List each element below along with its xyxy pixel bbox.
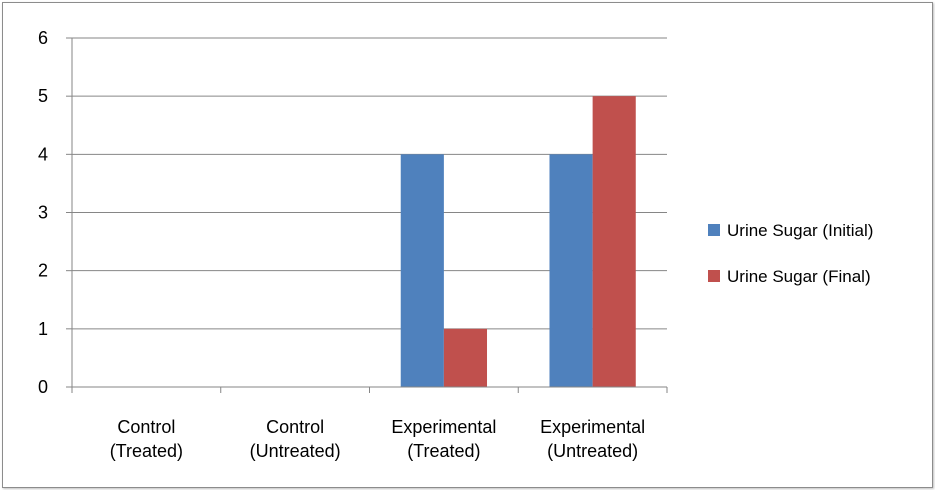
axes bbox=[66, 37, 668, 393]
y-tick-label: 4 bbox=[38, 144, 48, 164]
bar-final bbox=[592, 96, 636, 388]
y-tick-label: 1 bbox=[38, 319, 48, 339]
x-category-label: Experimental bbox=[540, 417, 645, 437]
bars bbox=[400, 96, 636, 388]
y-tick-label: 0 bbox=[38, 377, 48, 397]
x-category-label: Experimental bbox=[391, 417, 496, 437]
bar-initial bbox=[549, 154, 593, 387]
legend-swatch bbox=[708, 270, 720, 282]
y-tick-label: 3 bbox=[38, 203, 48, 223]
x-category-label: (Untreated) bbox=[547, 441, 638, 461]
y-tick-label: 2 bbox=[38, 261, 48, 281]
x-axis-categories: Control (Treated) Control (Untreated) Experi… bbox=[110, 417, 645, 461]
legend: Urine Sugar (Initial) Urine Sugar (Final) bbox=[708, 221, 873, 286]
y-tick-label: 5 bbox=[38, 86, 48, 106]
x-category-label: Control bbox=[117, 417, 175, 437]
legend-label: Urine Sugar (Initial) bbox=[727, 221, 873, 240]
y-tick-label: 6 bbox=[38, 28, 48, 48]
legend-label: Urine Sugar (Final) bbox=[727, 267, 871, 286]
x-category-label: (Treated) bbox=[110, 441, 183, 461]
bar-final bbox=[443, 328, 488, 387]
legend-swatch bbox=[708, 224, 720, 236]
y-axis-ticks: 0 1 2 3 4 5 6 bbox=[38, 28, 48, 397]
x-category-label: (Treated) bbox=[407, 441, 480, 461]
x-category-label: Control bbox=[266, 417, 324, 437]
x-category-label: (Untreated) bbox=[250, 441, 341, 461]
bar-initial bbox=[400, 154, 444, 387]
